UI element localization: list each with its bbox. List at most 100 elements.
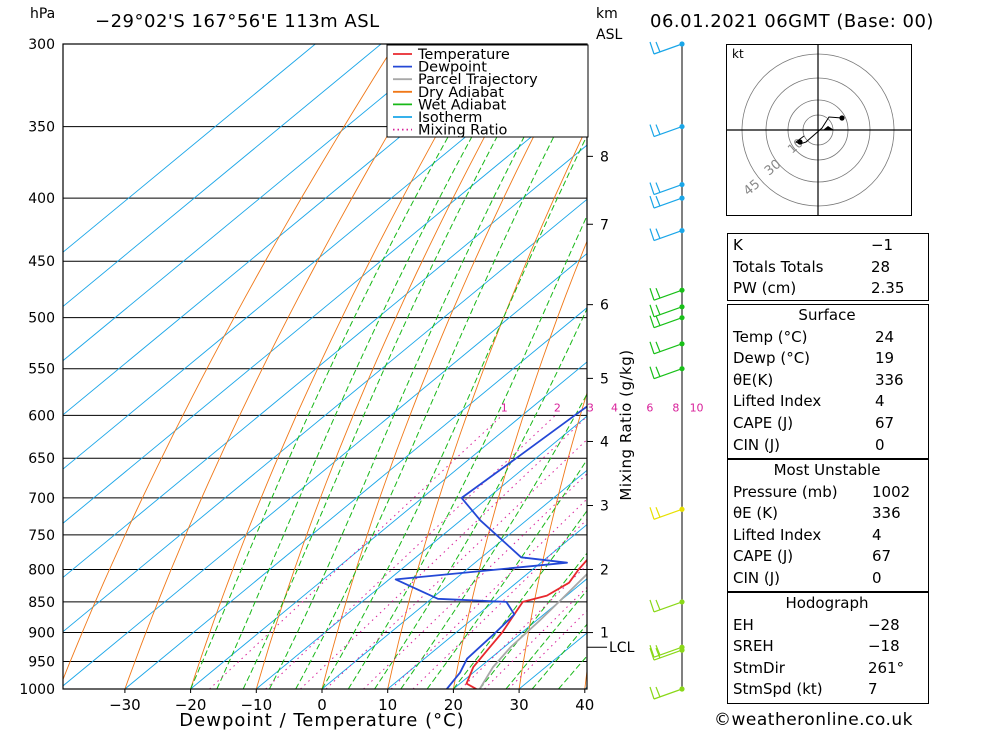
wet-adiabat	[453, 509, 587, 689]
wet-adiabat	[242, 44, 548, 689]
legend-label: Dry Adiabat	[418, 85, 504, 101]
surface-label: CIN (J)	[733, 435, 781, 454]
mixing-ratio-axis-label: Mixing Ratio (g/kg)	[617, 349, 635, 500]
pressure-tick-label: 700	[28, 491, 55, 507]
surface-value: 336	[874, 370, 904, 389]
x-axis-label: Dewpoint / Temperature (°C)	[179, 710, 464, 731]
isotherm	[453, 578, 587, 689]
hodograph-point	[797, 139, 803, 145]
x-tick-label: 30	[510, 696, 529, 714]
hodo-label: StmSpd (kt)	[733, 680, 823, 699]
surface-value: 4	[874, 392, 885, 411]
surface-label: θE(K)	[733, 370, 774, 389]
index-value: −1	[870, 236, 894, 254]
km-tick-label: 6	[600, 298, 609, 314]
table-row: Dewp (°C) 19	[729, 348, 925, 370]
wet-adiabat	[321, 134, 587, 689]
pressure-tick-label: 450	[28, 254, 55, 270]
wind-barb	[649, 341, 683, 355]
dewpoint-line	[394, 405, 587, 689]
legend-label: Wet Adiabat	[418, 97, 507, 113]
mu-label: CAPE (J)	[733, 547, 794, 566]
most-unstable-title: Most Unstable	[773, 461, 881, 479]
wind-level-dot	[679, 315, 685, 321]
index-label: PW (cm)	[733, 279, 797, 298]
pressure-tick-label: 900	[28, 626, 55, 642]
hodo-value: 7	[867, 680, 878, 699]
storm-motion-arrow	[823, 126, 834, 130]
dry-adiabat	[124, 44, 443, 689]
legend-label: Dewpoint	[418, 60, 487, 76]
table-row: StmSpd (kt) 7	[729, 679, 925, 701]
index-value: 2.35	[870, 279, 905, 298]
mu-label: Lifted Index	[733, 525, 822, 544]
isotherm	[63, 44, 448, 362]
legend-label: Temperature	[417, 47, 510, 63]
wet-adiabat	[479, 552, 587, 689]
table-row: StmDir 261°	[729, 658, 925, 680]
wind-barb	[649, 366, 683, 380]
wind-barb	[649, 686, 683, 700]
mu-value: 67	[872, 547, 892, 566]
table-row: PW (cm) 2.35	[729, 278, 925, 300]
parcel-trajectory-line	[478, 572, 587, 689]
surface-label: Dewp (°C)	[733, 349, 811, 368]
pressure-tick-label: 350	[28, 120, 55, 136]
surface-value: 0	[874, 435, 885, 454]
isotherm	[387, 523, 587, 689]
isotherm	[63, 44, 316, 253]
table-row: CAPE (J) 67	[729, 546, 925, 568]
mixing-ratio-label: 1	[501, 401, 508, 414]
table-row: Pressure (mb) 1002	[729, 482, 925, 504]
wind-barb	[649, 647, 683, 661]
asl-unit-label: ASL	[596, 27, 623, 43]
wet-adiabat	[426, 458, 587, 689]
wind-barb	[649, 599, 683, 613]
km-tick-label: 1	[600, 626, 609, 642]
km-tick-label: 4	[600, 434, 609, 450]
pressure-tick-label: 650	[28, 451, 55, 467]
lcl-label: LCL	[609, 640, 635, 656]
wet-adiabat	[268, 44, 574, 689]
wind-level-dot	[679, 227, 685, 234]
hodograph-point	[839, 115, 845, 121]
isotherm	[256, 415, 587, 689]
legend-label: Parcel Trajectory	[418, 72, 538, 88]
wet-adiabat	[295, 70, 587, 689]
mu-label: Pressure (mb)	[733, 482, 838, 501]
indices-box	[727, 233, 929, 301]
isotherm	[651, 44, 721, 689]
wet-adiabat	[400, 393, 587, 689]
surface-label: Lifted Index	[733, 392, 822, 411]
pressure-tick-label: 400	[28, 191, 55, 207]
surface-label: Temp (°C)	[733, 327, 808, 346]
isotherm	[124, 307, 587, 689]
dry-adiabat	[321, 44, 582, 689]
index-label: Totals Totals	[733, 257, 824, 276]
index-value: 28	[870, 257, 891, 276]
wind-barb	[649, 195, 683, 209]
hodo-label: StmDir	[733, 658, 785, 677]
isotherm	[63, 252, 587, 687]
temperature-line	[465, 558, 587, 689]
dry-adiabat	[255, 44, 536, 689]
plot-frame	[62, 43, 588, 690]
x-tick-label: −10	[240, 696, 272, 714]
indices-table: K −1 Totals Totals 28 PW (cm) 2.35	[729, 235, 925, 300]
surface-label: CAPE (J)	[733, 413, 794, 432]
most-unstable-box	[727, 459, 929, 592]
datetime-title: 06.01.2021 06GMT (Base: 00)	[650, 11, 934, 32]
km-tick-label: 3	[600, 499, 609, 515]
most-unstable-table: Most Unstable Pressure (mb) 1002 θE (K) 33…	[729, 460, 925, 590]
wind-barb	[649, 228, 683, 242]
index-label: K	[733, 236, 743, 254]
isotherm	[63, 90, 587, 524]
table-row: SREH −18	[729, 636, 925, 658]
pressure-tick-label: 300	[28, 37, 55, 53]
hodograph-plot: kt 10 30 45	[726, 44, 912, 216]
mixing-ratio-line	[265, 414, 556, 689]
site-credit[interactable]: ©weatheronline.co.uk	[714, 710, 914, 730]
pressure-tick-label: 600	[28, 408, 55, 424]
surface-value: 67	[874, 413, 895, 432]
table-row: Lifted Index 4	[729, 391, 925, 413]
